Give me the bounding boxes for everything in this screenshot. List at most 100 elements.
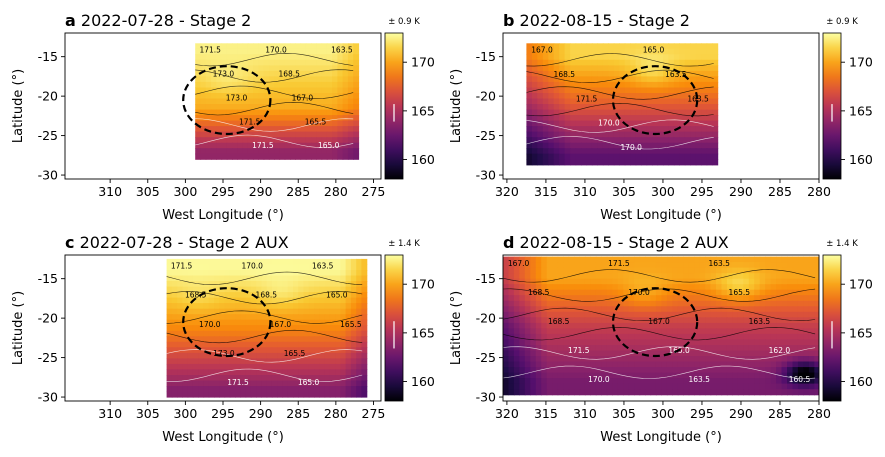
heatmap-cell xyxy=(290,109,296,116)
heatmap-cell xyxy=(612,372,619,379)
heatmap-cell xyxy=(595,361,602,368)
heatmap-cell xyxy=(645,333,652,340)
heatmap-cell xyxy=(519,322,526,329)
heatmap-cell xyxy=(300,126,307,133)
heatmap-cell xyxy=(672,350,679,357)
heatmap-cell xyxy=(570,98,577,105)
heatmap-cell xyxy=(541,378,548,385)
heatmap-cell xyxy=(770,262,777,269)
heatmap-cell xyxy=(613,126,620,133)
heatmap-cell xyxy=(326,104,333,111)
contour-line xyxy=(195,118,354,132)
heatmap-cell xyxy=(570,131,577,138)
heatmap-cell xyxy=(628,383,635,390)
heatmap-cell xyxy=(311,76,317,83)
heatmap-cell xyxy=(666,262,673,269)
heatmap-cell xyxy=(679,148,686,155)
heatmap-cell xyxy=(814,372,819,379)
heatmap-cell xyxy=(303,258,310,265)
heatmap-cell xyxy=(198,352,205,359)
heatmap-cell xyxy=(229,369,236,376)
heatmap-cell xyxy=(732,361,739,368)
heatmap-cell xyxy=(663,81,670,88)
heatmap-cell xyxy=(586,70,593,77)
heatmap-cell xyxy=(203,275,210,282)
heatmap-cell xyxy=(224,325,231,332)
heatmap-cell xyxy=(705,361,712,368)
heatmap-cell xyxy=(300,93,307,100)
heatmap-cell xyxy=(347,109,354,116)
heatmap-cell xyxy=(295,70,302,77)
heatmap-cell xyxy=(657,126,664,133)
heatmap-cell xyxy=(601,262,608,269)
heatmap-cell xyxy=(187,297,194,304)
heatmap-cell xyxy=(701,65,708,72)
heatmap-cell xyxy=(342,43,349,50)
heatmap-cell xyxy=(329,314,336,321)
heatmap-cell xyxy=(732,267,739,274)
heatmap-cell xyxy=(701,104,708,111)
heatmap-cell xyxy=(530,267,537,274)
heatmap-cell xyxy=(290,48,296,55)
heatmap-cell xyxy=(595,278,602,285)
heatmap-cell xyxy=(803,284,810,291)
heatmap-cell xyxy=(668,54,675,61)
heatmap-cell xyxy=(182,375,189,382)
heatmap-cell xyxy=(253,137,259,144)
heatmap-cell xyxy=(235,314,241,321)
heatmap-cell xyxy=(298,363,305,370)
heatmap-cell xyxy=(324,258,331,265)
heatmap-cell xyxy=(712,109,719,116)
heatmap-cell xyxy=(321,76,328,83)
heatmap-cell xyxy=(229,386,236,393)
heatmap-cell xyxy=(224,363,231,370)
heatmap-cell xyxy=(635,48,642,55)
heatmap-cell xyxy=(266,330,273,337)
heatmap-cell xyxy=(177,391,183,398)
heatmap-cell xyxy=(345,369,352,376)
heatmap-cell xyxy=(240,281,247,288)
heatmap-cell xyxy=(195,70,202,77)
heatmap-cell xyxy=(321,109,328,116)
heatmap-cell xyxy=(300,43,307,50)
heatmap-cell xyxy=(803,389,810,396)
heatmap-cell xyxy=(353,153,360,160)
heatmap-cell xyxy=(602,93,609,100)
heatmap-cell xyxy=(531,48,538,55)
heatmap-cell xyxy=(619,54,626,61)
heatmap-cell xyxy=(266,336,273,343)
heatmap-cell xyxy=(235,375,241,382)
heatmap-cell xyxy=(706,115,713,122)
heatmap-cell xyxy=(277,270,284,277)
heatmap-cell xyxy=(748,278,755,285)
heatmap-cell xyxy=(699,361,706,368)
heatmap-cell xyxy=(765,289,772,296)
heatmap-cell xyxy=(314,391,320,398)
heatmap-cell xyxy=(347,142,354,149)
heatmap-cell xyxy=(535,311,542,318)
heatmap-cell xyxy=(513,350,520,357)
heatmap-cell xyxy=(563,278,570,285)
heatmap-cell xyxy=(776,289,783,296)
heatmap-cell xyxy=(776,356,783,363)
heatmap-cell xyxy=(602,87,609,94)
heatmap-cell xyxy=(219,325,226,332)
heatmap-cell xyxy=(683,300,690,307)
heatmap-cell xyxy=(617,300,624,307)
heatmap-cell xyxy=(657,153,664,160)
heatmap-cell xyxy=(699,295,706,302)
heatmap-cell xyxy=(787,289,794,296)
heatmap-cell xyxy=(274,76,281,83)
heatmap-cell xyxy=(542,43,549,50)
heatmap-cell xyxy=(347,54,354,61)
heatmap-cell xyxy=(595,378,602,385)
heatmap-cell xyxy=(683,389,690,396)
heatmap-cell xyxy=(684,59,691,66)
heatmap-cell xyxy=(630,65,637,72)
heatmap-cell xyxy=(316,137,323,144)
heatmap-cell xyxy=(524,383,531,390)
heatmap-cell xyxy=(235,319,241,326)
heatmap-cell xyxy=(694,300,701,307)
heatmap-cell xyxy=(295,48,302,55)
heatmap-cell xyxy=(214,330,220,337)
